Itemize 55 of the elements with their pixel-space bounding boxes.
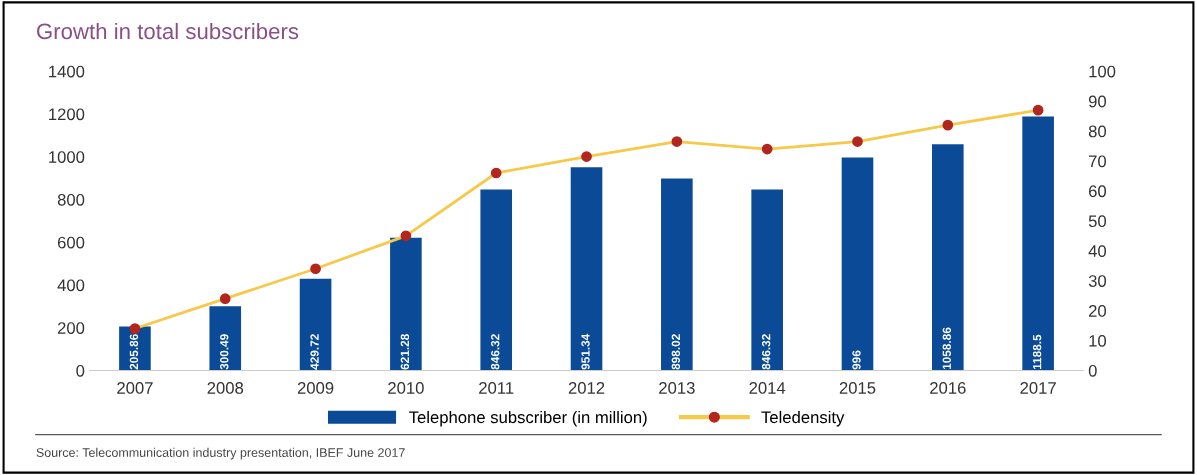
- y-tick-label: 1200: [49, 108, 85, 121]
- x-tick-label: 2008: [207, 382, 244, 394]
- data-label: 1058.86: [942, 327, 951, 370]
- data-label: 205.86: [129, 334, 139, 370]
- y2-tick-label: 0: [1088, 364, 1097, 377]
- x-tick-label: 2009: [297, 382, 334, 394]
- y2-tick-label: 40: [1088, 245, 1107, 257]
- data-label: 1188.5: [1032, 334, 1042, 370]
- x-tick-label: 2007: [117, 382, 153, 394]
- y2-tick-label: 50: [1088, 215, 1107, 228]
- bar: [751, 189, 783, 371]
- y-tick-label: 1400: [49, 65, 85, 78]
- x-tick-label: 2013: [659, 382, 695, 394]
- source-note: Source: Telecommunication industry presentation, IBEF June 2017: [36, 447, 405, 460]
- y-tick-label: 200: [57, 322, 85, 334]
- data-label: 621.28: [400, 334, 410, 370]
- data-label: 898.02: [671, 334, 681, 370]
- bar: [209, 306, 242, 371]
- y2-tick-label: 80: [1088, 125, 1107, 138]
- bar: [661, 178, 693, 371]
- y2-tick-label: 70: [1089, 155, 1107, 168]
- x-tick-label: 2016: [930, 382, 966, 394]
- x-tick-label: 2010: [388, 382, 424, 394]
- bar: [841, 157, 874, 371]
- bar: [1022, 116, 1054, 371]
- bar: [299, 278, 332, 371]
- legend-label: Teledensity: [761, 410, 845, 427]
- data-label: 300.49: [220, 334, 229, 370]
- x-tick-label: 2015: [839, 382, 876, 394]
- bar: [570, 167, 603, 371]
- data-label: 846.32: [491, 334, 500, 370]
- y-tick-label: 0: [76, 364, 85, 377]
- data-label: 951.34: [581, 333, 590, 370]
- bar: [480, 189, 513, 371]
- bar: [932, 144, 964, 371]
- data-label: 429.72: [310, 334, 319, 370]
- data-label: 996: [852, 350, 861, 370]
- y2-tick-label: 10: [1089, 334, 1107, 347]
- chart-title: Growth in total subscribers: [37, 22, 299, 40]
- y2-tick-label: 100: [1089, 65, 1116, 78]
- y2-tick-label: 90: [1088, 95, 1107, 108]
- y-tick-label: 400: [57, 279, 85, 292]
- y-tick-label: 800: [57, 193, 85, 206]
- x-tick-label: 2017: [1020, 382, 1056, 394]
- y2-tick-label: 30: [1088, 275, 1107, 287]
- y-tick-label: 600: [57, 236, 85, 249]
- x-tick-label: 2012: [568, 382, 605, 394]
- data-label: 846.32: [761, 334, 771, 370]
- y2-tick-label: 20: [1088, 305, 1107, 317]
- bar: [390, 237, 422, 371]
- y-tick-label: 1000: [49, 151, 85, 163]
- x-tick-label: 2014: [749, 382, 786, 394]
- x-tick-label: 2011: [479, 382, 514, 394]
- y2-tick-label: 60: [1088, 185, 1107, 198]
- legend-label: Telephone subscriber (in million): [409, 410, 647, 427]
